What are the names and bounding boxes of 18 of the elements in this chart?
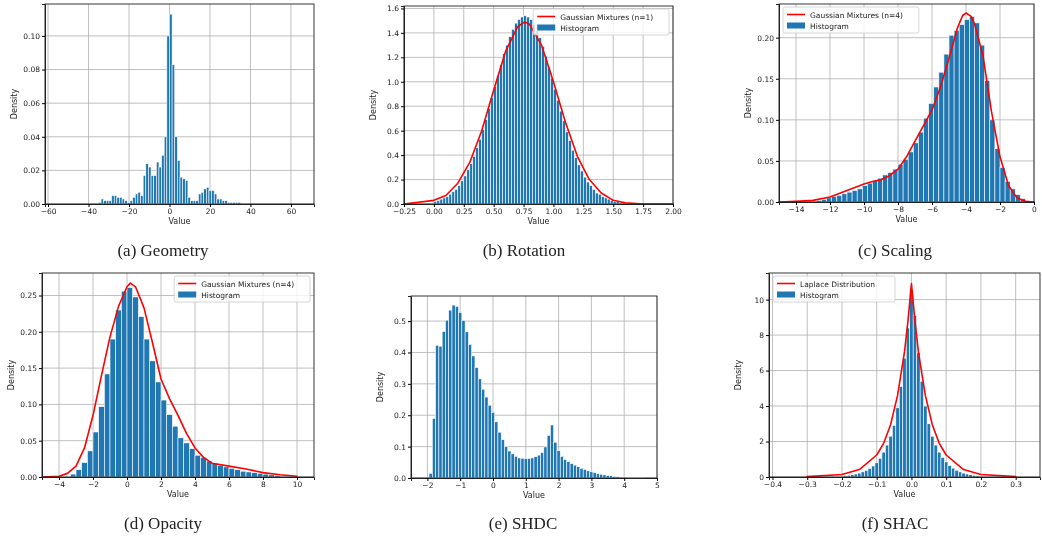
x-axis-title: Value xyxy=(167,490,190,499)
x-axis-title: Value xyxy=(893,490,916,499)
text: (f) SHAC xyxy=(861,514,929,533)
y-axis-title: Density xyxy=(7,359,16,391)
text: (d) Opacity xyxy=(124,514,203,533)
text: (a) Geometry xyxy=(117,241,210,260)
text: (e) SHDC xyxy=(488,514,558,533)
y-axis-title: Density xyxy=(10,88,19,120)
x-axis-title: Value xyxy=(527,217,550,226)
text: (c) Scaling xyxy=(857,241,933,260)
text: (b) Rotation xyxy=(482,241,566,260)
y-axis-title: Density xyxy=(744,87,753,119)
y-axis-title: Density xyxy=(734,359,743,391)
x-axis-title: Value xyxy=(168,217,191,226)
y-axis-title: Density xyxy=(369,89,378,121)
y-axis-title: Density xyxy=(376,371,385,403)
x-axis-title: Value xyxy=(895,215,918,224)
x-axis-title: Value xyxy=(523,491,546,500)
